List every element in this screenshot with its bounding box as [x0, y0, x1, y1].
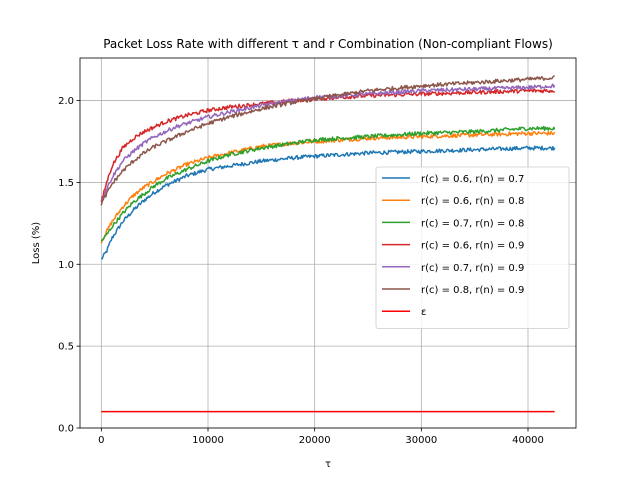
- legend: r(c) = 0.6, r(n) = 0.7 r(c) = 0.6, r(n) =…: [375, 166, 570, 329]
- y-tick-label: 1.5: [58, 178, 74, 189]
- y-tick-label: 1.0: [58, 260, 74, 271]
- legend-entry: r(c) = 0.6, r(n) = 0.7: [421, 174, 524, 185]
- series-lines: [100, 75, 556, 413]
- x-axis-label: τ: [325, 459, 331, 470]
- legend-entry: r(c) = 0.6, r(n) = 0.9: [421, 241, 524, 252]
- legend-box: [375, 166, 570, 329]
- chart-title: Packet Loss Rate with different τ and r …: [103, 37, 553, 51]
- series-line-3: [100, 125, 556, 242]
- legend-entry: r(c) = 0.7, r(n) = 0.8: [421, 218, 524, 229]
- x-tick-label: 0: [98, 435, 104, 446]
- legend-entry: ε: [421, 307, 426, 318]
- y-tick-label: 0.5: [58, 342, 74, 353]
- plot-frame: [79, 57, 577, 429]
- legend-entry: r(c) = 0.8, r(n) = 0.9: [421, 285, 524, 296]
- legend-entry: r(c) = 0.7, r(n) = 0.9: [421, 263, 524, 274]
- series-line-1: [101, 145, 556, 260]
- y-tick-label: 0.0: [58, 424, 74, 435]
- series-line-6: [100, 75, 555, 206]
- y-tick-label: 2.0: [58, 96, 74, 107]
- axis-ticks: 0 10000 20000 30000 40000 0.0 0.5 1.0 1.5 2.0: [58, 96, 544, 446]
- x-tick-label: 20000: [299, 435, 331, 446]
- x-tick-label: 10000: [192, 435, 224, 446]
- legend-entry: r(c) = 0.6, r(n) = 0.8: [421, 196, 524, 207]
- y-axis-label: Loss (%): [31, 222, 42, 265]
- x-tick-label: 30000: [405, 435, 437, 446]
- x-tick-label: 40000: [512, 435, 544, 446]
